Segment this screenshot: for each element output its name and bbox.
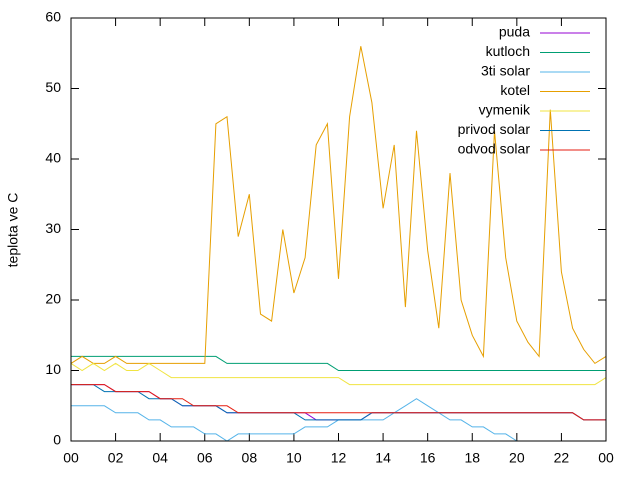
x-tick-label: 10: [286, 450, 302, 466]
legend-label: puda: [499, 24, 530, 40]
y-axis-label: teplota ve C: [5, 193, 21, 268]
y-tick-label: 20: [45, 291, 61, 307]
x-tick-label: 14: [375, 450, 391, 466]
legend-label: vymenik: [479, 102, 531, 118]
series-line: [71, 384, 606, 421]
y-tick-label: 60: [45, 9, 61, 25]
series-line: [71, 384, 606, 421]
y-tick-label: 0: [53, 432, 61, 448]
x-tick-label: 04: [152, 450, 168, 466]
y-tick-label: 10: [45, 361, 61, 377]
x-tick-label: 00: [598, 450, 614, 466]
x-tick-label: 22: [554, 450, 570, 466]
legend-label: 3ti solar: [481, 63, 530, 79]
x-tick-label: 02: [108, 450, 124, 466]
x-tick-label: 08: [242, 450, 258, 466]
x-tick-label: 06: [197, 450, 213, 466]
legend-label: kotel: [500, 82, 530, 98]
legend-label: odvod solar: [458, 141, 531, 157]
y-tick-label: 30: [45, 220, 61, 236]
x-tick-label: 18: [464, 450, 480, 466]
series-line: [71, 398, 518, 442]
x-tick-label: 12: [331, 450, 347, 466]
legend-label: privod solar: [458, 121, 531, 137]
x-tick-label: 00: [63, 450, 79, 466]
x-tick-label: 16: [420, 450, 436, 466]
series-line: [71, 384, 606, 421]
x-tick-label: 20: [509, 450, 525, 466]
y-tick-label: 40: [45, 150, 61, 166]
y-tick-label: 50: [45, 79, 61, 95]
series-line: [70, 46, 607, 365]
series-line: [71, 355, 606, 371]
series-line: [70, 362, 607, 386]
legend-label: kutloch: [486, 43, 530, 59]
plot-border: [70, 17, 607, 442]
